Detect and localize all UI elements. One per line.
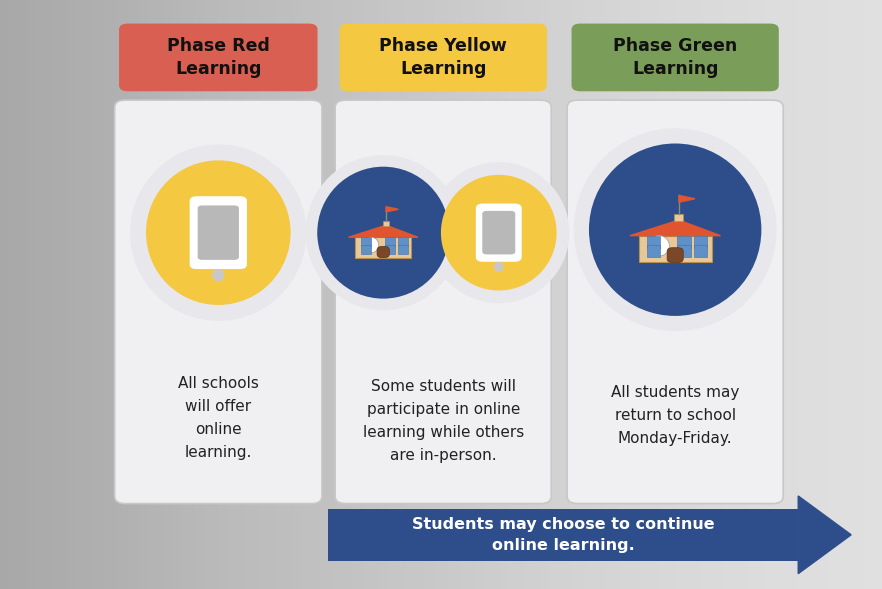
- Ellipse shape: [318, 167, 449, 299]
- FancyBboxPatch shape: [482, 211, 515, 254]
- FancyBboxPatch shape: [647, 245, 660, 257]
- FancyBboxPatch shape: [190, 196, 247, 269]
- FancyBboxPatch shape: [677, 236, 691, 248]
- FancyBboxPatch shape: [572, 24, 779, 91]
- FancyBboxPatch shape: [328, 509, 798, 561]
- FancyBboxPatch shape: [475, 204, 521, 262]
- Ellipse shape: [130, 144, 307, 321]
- Ellipse shape: [649, 236, 669, 256]
- FancyBboxPatch shape: [398, 244, 407, 254]
- Ellipse shape: [212, 269, 224, 282]
- FancyBboxPatch shape: [340, 24, 547, 91]
- Polygon shape: [679, 196, 695, 202]
- Ellipse shape: [305, 155, 460, 310]
- FancyBboxPatch shape: [677, 245, 691, 257]
- FancyBboxPatch shape: [567, 100, 783, 504]
- Ellipse shape: [573, 128, 776, 331]
- FancyBboxPatch shape: [675, 214, 684, 221]
- FancyBboxPatch shape: [335, 100, 551, 504]
- Ellipse shape: [363, 237, 378, 253]
- Text: Phase Red
Learning: Phase Red Learning: [167, 37, 270, 78]
- FancyBboxPatch shape: [385, 237, 395, 246]
- FancyBboxPatch shape: [377, 246, 389, 258]
- Ellipse shape: [146, 160, 290, 305]
- FancyBboxPatch shape: [115, 100, 322, 504]
- FancyBboxPatch shape: [355, 237, 411, 258]
- FancyBboxPatch shape: [362, 237, 371, 246]
- Text: All schools
will offer
online
learning.: All schools will offer online learning.: [178, 376, 258, 460]
- Text: Students may choose to continue
online learning.: Students may choose to continue online l…: [412, 517, 714, 552]
- Polygon shape: [348, 225, 418, 237]
- Ellipse shape: [494, 262, 504, 272]
- FancyBboxPatch shape: [385, 244, 395, 254]
- Polygon shape: [630, 220, 721, 236]
- FancyBboxPatch shape: [362, 244, 371, 254]
- Text: Phase Yellow
Learning: Phase Yellow Learning: [379, 37, 507, 78]
- FancyBboxPatch shape: [667, 248, 684, 263]
- Text: Phase Green
Learning: Phase Green Learning: [613, 37, 737, 78]
- FancyBboxPatch shape: [383, 221, 389, 226]
- Ellipse shape: [441, 175, 557, 290]
- Text: All students may
return to school
Monday-Friday.: All students may return to school Monday…: [611, 385, 739, 445]
- FancyBboxPatch shape: [694, 245, 707, 257]
- Polygon shape: [798, 496, 851, 574]
- FancyBboxPatch shape: [119, 24, 318, 91]
- FancyBboxPatch shape: [198, 206, 239, 260]
- Text: Some students will
participate in online
learning while others
are in-person.: Some students will participate in online…: [363, 379, 524, 463]
- FancyBboxPatch shape: [647, 236, 660, 248]
- Polygon shape: [386, 207, 399, 212]
- FancyBboxPatch shape: [639, 236, 712, 263]
- Ellipse shape: [589, 144, 761, 316]
- FancyBboxPatch shape: [398, 237, 407, 246]
- FancyBboxPatch shape: [694, 236, 707, 248]
- Ellipse shape: [428, 162, 570, 303]
